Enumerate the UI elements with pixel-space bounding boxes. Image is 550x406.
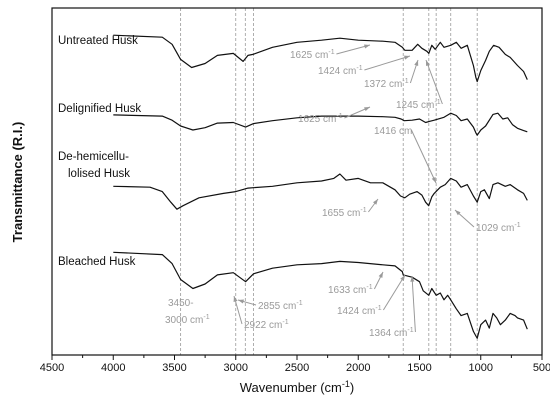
annotation-sup: -1 <box>296 300 302 307</box>
x-tick-label: 500 <box>533 362 550 374</box>
x-axis: 4500 4000 3500 3000 2500 2000 1500 1000 500 <box>40 355 550 374</box>
annotation-arrowhead <box>426 60 430 66</box>
annotation-sup: -1 <box>514 222 520 229</box>
annotation-arrow <box>411 275 416 333</box>
peak-annotation: 1424 cm-1 <box>318 65 363 77</box>
series-labels: Untreated Husk Delignified Husk De-hemicel… <box>58 35 141 268</box>
annotation-arrowhead <box>378 272 383 278</box>
peak-annotation: 2922 cm-1 <box>244 319 289 331</box>
series-line <box>113 251 528 339</box>
annotation-sup: -1 <box>356 65 362 72</box>
series-line <box>113 173 528 210</box>
annotation-arrow <box>382 274 406 311</box>
series-line <box>113 112 528 136</box>
annotation-text: 3450- <box>168 298 194 309</box>
peak-annotation: 1416 cm <box>374 126 412 137</box>
annotation-sup: -1 <box>328 49 334 56</box>
annotation-text: 1424 cm <box>337 306 375 317</box>
x-axis-title-sup: -1 <box>342 379 350 389</box>
annotation-text: 1416 cm <box>374 126 412 137</box>
annotation-arrow <box>410 129 437 184</box>
annotation-arrowhead <box>410 276 415 282</box>
annotation-arrow <box>425 59 443 105</box>
annotation-sup: -1 <box>203 314 209 321</box>
annotation-sup: -1 <box>402 78 408 85</box>
peak-annotation: 1655 cm-1 <box>322 207 367 219</box>
annotation-text: 1029 cm <box>476 223 514 234</box>
annotation-arrowhead <box>364 44 370 49</box>
annotation-arrowhead <box>431 177 436 183</box>
annotation-text: 3000 cm <box>165 315 203 326</box>
annotation-sup: -1 <box>434 99 440 106</box>
series-label: Delignified Husk <box>58 103 141 115</box>
series-label-line: lolised Husk <box>68 168 130 180</box>
annotation-arrow <box>336 44 371 55</box>
series-line <box>113 34 528 83</box>
peak-annotation: 1424 cm-1 <box>337 305 382 317</box>
annotation-text: 1372 cm <box>364 79 402 90</box>
x-axis-title: Wavenumber (cm-1) <box>240 379 354 395</box>
x-tick-label: 4000 <box>101 362 125 374</box>
peak-annotation: 1625 cm-1 <box>290 49 335 61</box>
peak-annotation: 1372 cm-1 <box>364 78 409 90</box>
series-label-line: De-hemicellu- <box>58 151 129 163</box>
annotation-sup: -1 <box>375 305 381 312</box>
x-tick-label: 2500 <box>285 362 309 374</box>
peak-annotation: 3450- <box>168 298 194 309</box>
annotation-arrowhead <box>400 275 405 281</box>
x-tick-label: 3000 <box>224 362 248 374</box>
annotation-sup: -1 <box>336 113 342 120</box>
annotation-sup: -1 <box>407 327 413 334</box>
annotation-text: 1625 cm <box>298 114 336 125</box>
series-label: De-hemicellu-lolised Husk <box>58 151 130 180</box>
x-tick-label: 3500 <box>162 362 186 374</box>
annotation-text: 1655 cm <box>322 208 360 219</box>
annotation-sup: -1 <box>360 207 366 214</box>
annotation-arrowhead <box>372 199 378 205</box>
peak-annotation: 2855 cm-1 <box>258 300 303 312</box>
x-tick-label: 1000 <box>469 362 493 374</box>
annotation-text: 1424 cm <box>318 66 356 77</box>
annotation-text: 1364 cm <box>369 328 407 339</box>
annotation-arrowhead <box>233 296 238 302</box>
x-tick-label: 1500 <box>407 362 431 374</box>
x-axis-title-text: Wavenumber (cm <box>240 380 342 395</box>
annotation-sup: -1 <box>282 319 288 326</box>
spectra <box>113 34 528 339</box>
annotation-sup: -1 <box>366 284 372 291</box>
peak-annotation: 1625 cm-1 <box>298 113 343 125</box>
annotation-arrowhead <box>238 299 244 304</box>
annotation-text: 1625 cm <box>290 50 328 61</box>
y-axis-title: Transmittance (R.I.) <box>10 122 25 243</box>
annotation-text: 2922 cm <box>244 320 282 331</box>
reference-lines <box>180 8 478 355</box>
peak-annotation: 1364 cm-1 <box>369 327 414 339</box>
series-label: Untreated Husk <box>58 35 138 47</box>
x-tick-label: 4500 <box>40 362 64 374</box>
peak-annotation: 3000 cm-1 <box>165 314 210 326</box>
annotation-text: 1633 cm <box>328 285 366 296</box>
peak-annotation: 1029 cm-1 <box>476 222 521 234</box>
x-tick-label: 2000 <box>346 362 370 374</box>
annotation-text: 2855 cm <box>258 301 296 312</box>
series-label: Bleached Husk <box>58 256 136 268</box>
annotation-arrow <box>364 55 411 71</box>
peak-annotation: 1245 cm-1 <box>396 99 441 111</box>
annotation-arrowhead <box>455 210 461 216</box>
annotation-arrowhead <box>414 60 419 66</box>
annotation-arrowhead <box>404 55 410 60</box>
annotation-text: 1245 cm <box>396 100 434 111</box>
x-axis-title-close: ) <box>350 380 354 395</box>
annotation-arrowhead <box>364 107 370 112</box>
peak-annotation: 1633 cm-1 <box>328 284 373 296</box>
